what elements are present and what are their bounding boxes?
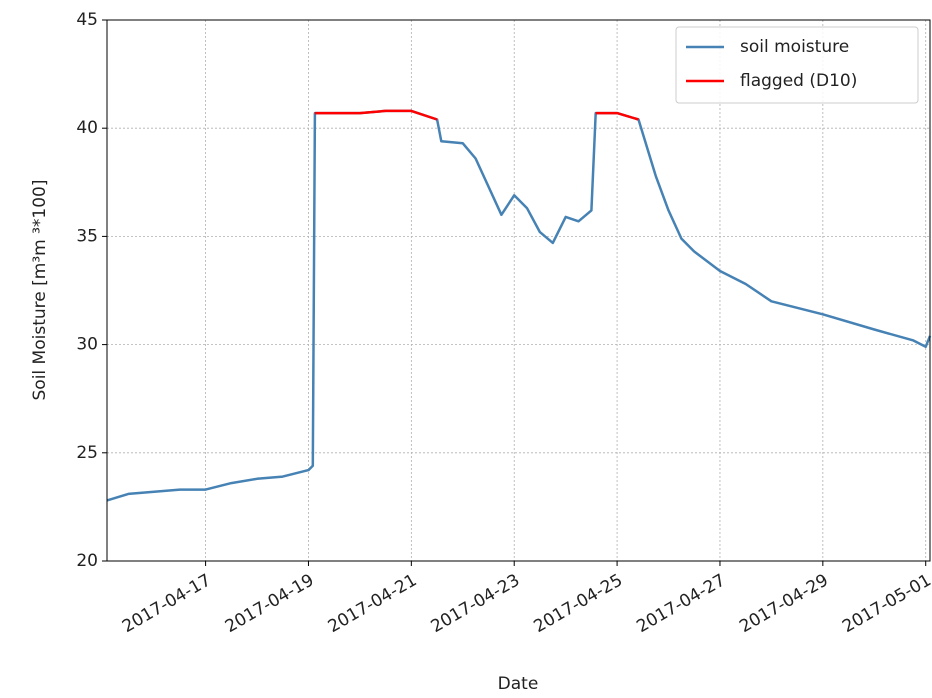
legend: soil moisture flagged (D10)	[675, 26, 919, 104]
x-tick-label: 2017-04-25	[531, 570, 627, 637]
x-tick-label: 2017-04-21	[325, 570, 421, 637]
y-tick-label: 20	[76, 551, 98, 571]
plot-frame	[106, 19, 931, 562]
y-tick-label: 35	[76, 226, 98, 246]
x-tick-label: 2017-05-01	[839, 570, 932, 637]
series-line	[314, 109, 639, 121]
y-axis-label: Soil Moisture [m³m ³*100]	[30, 180, 50, 401]
y-tick-label: 25	[76, 443, 98, 463]
x-tick-label: 2017-04-19	[222, 570, 318, 637]
legend-box	[675, 26, 919, 104]
legend-label: flagged (D10)	[740, 71, 857, 91]
x-axis-label: Date	[498, 674, 539, 694]
x-tick-label: 2017-04-29	[736, 570, 832, 637]
y-tick-label: 45	[76, 10, 98, 30]
x-tick-label: 2017-04-23	[428, 570, 524, 637]
x-tick-label: 2017-04-27	[633, 570, 729, 637]
y-tick-label: 40	[76, 118, 98, 138]
x-tick-label: 2017-04-17	[119, 570, 215, 637]
y-tick-label: 30	[76, 335, 98, 355]
series-line	[106, 109, 932, 502]
legend-label: soil moisture	[740, 37, 849, 57]
